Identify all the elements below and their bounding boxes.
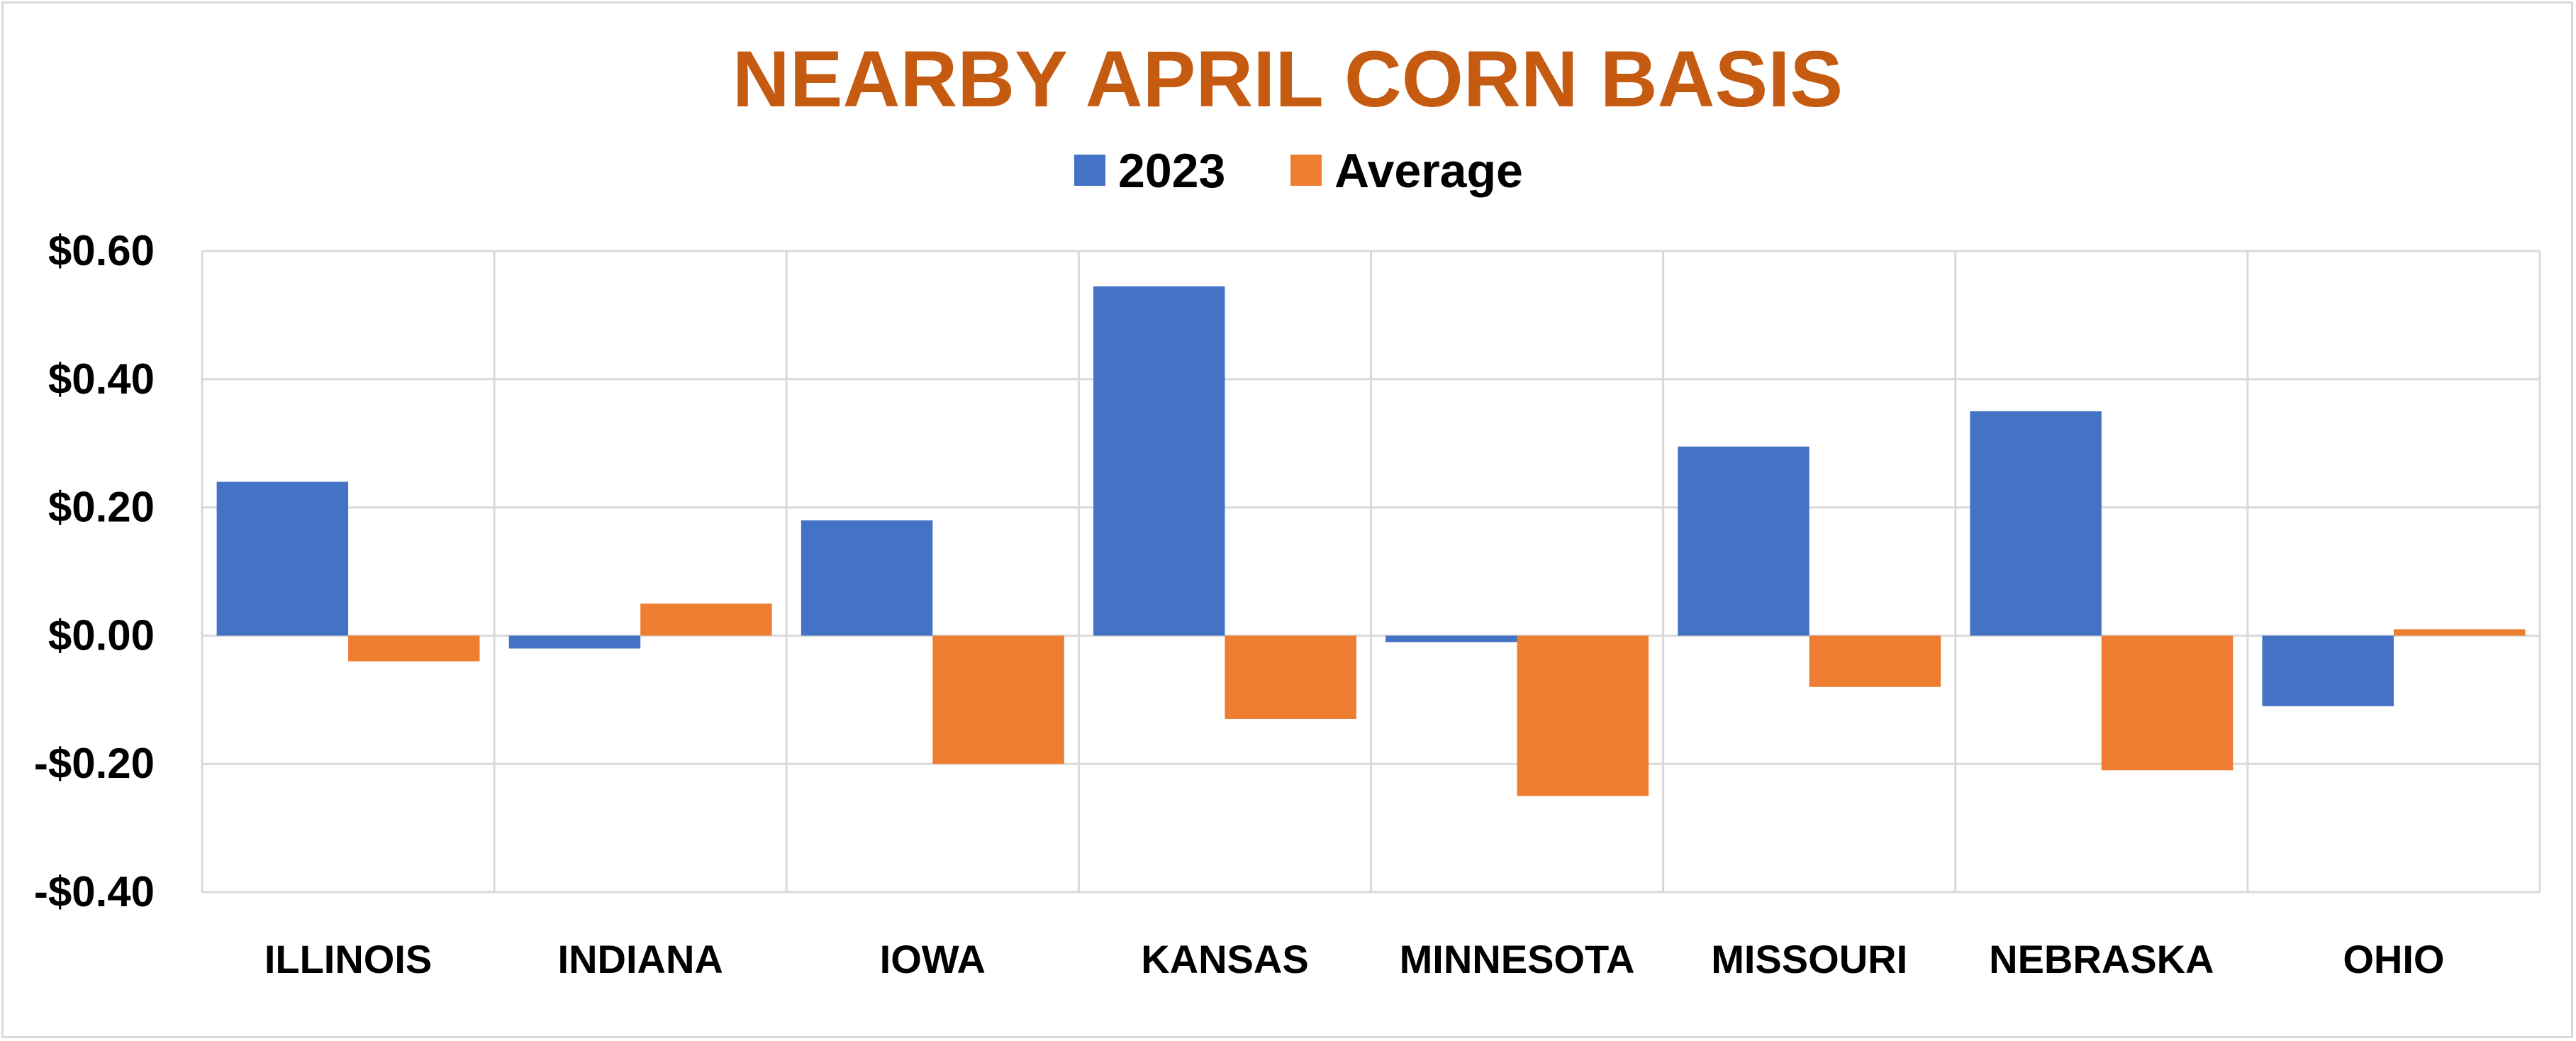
chart-title: NEARBY APRIL CORN BASIS — [732, 35, 1843, 123]
x-tick-label: KANSAS — [1141, 937, 1308, 981]
x-tick-label: MISSOURI — [1711, 937, 1907, 981]
bar-average-illinois — [348, 635, 480, 662]
y-tick-label: $0.40 — [48, 355, 155, 403]
x-tick-label: NEBRASKA — [1989, 937, 2214, 981]
bar-2023-ohio — [2262, 635, 2394, 706]
legend-label: 2023 — [1118, 144, 1225, 198]
legend-label: Average — [1334, 144, 1523, 198]
bar-average-nebraska — [2101, 635, 2234, 771]
legend-swatch-2023 — [1074, 155, 1105, 186]
bar-2023-missouri — [1678, 446, 1810, 636]
bar-2023-nebraska — [1970, 411, 2102, 636]
x-tick-label: INDIANA — [558, 937, 723, 981]
bar-average-ohio — [2393, 629, 2526, 636]
bar-2023-iowa — [801, 520, 933, 636]
bar-2023-indiana — [508, 635, 641, 649]
legend-swatch-average — [1290, 155, 1322, 186]
bar-2023-illinois — [216, 481, 349, 636]
x-tick-label: ILLINOIS — [264, 937, 432, 981]
y-tick-label: -$0.20 — [34, 740, 155, 787]
gridlines — [201, 250, 2541, 894]
bar-average-missouri — [1809, 635, 1941, 687]
bar-average-minnesota — [1517, 635, 1649, 796]
bar-average-kansas — [1225, 635, 1356, 719]
y-tick-label: $0.60 — [48, 227, 155, 274]
y-axis: $0.60 $0.40 $0.20 $0.00 -$0.20 -$0.40 — [34, 227, 155, 915]
bar-2023-minnesota — [1385, 635, 1517, 642]
bar-average-iowa — [932, 635, 1064, 764]
x-tick-label: MINNESOTA — [1400, 937, 1635, 981]
x-tick-label: OHIO — [2343, 937, 2444, 981]
x-axis: ILLINOIS INDIANA IOWA KANSAS MINNESOTA MISSOU… — [264, 937, 2445, 981]
bar-average-indiana — [640, 603, 772, 636]
y-tick-label: -$0.40 — [34, 868, 155, 915]
bars — [216, 286, 2526, 796]
x-tick-label: IOWA — [880, 937, 986, 981]
bar-2023-kansas — [1093, 286, 1225, 636]
y-tick-label: $0.20 — [48, 484, 155, 531]
legend: 2023 Average — [1074, 144, 1523, 198]
y-tick-label: $0.00 — [48, 611, 155, 659]
